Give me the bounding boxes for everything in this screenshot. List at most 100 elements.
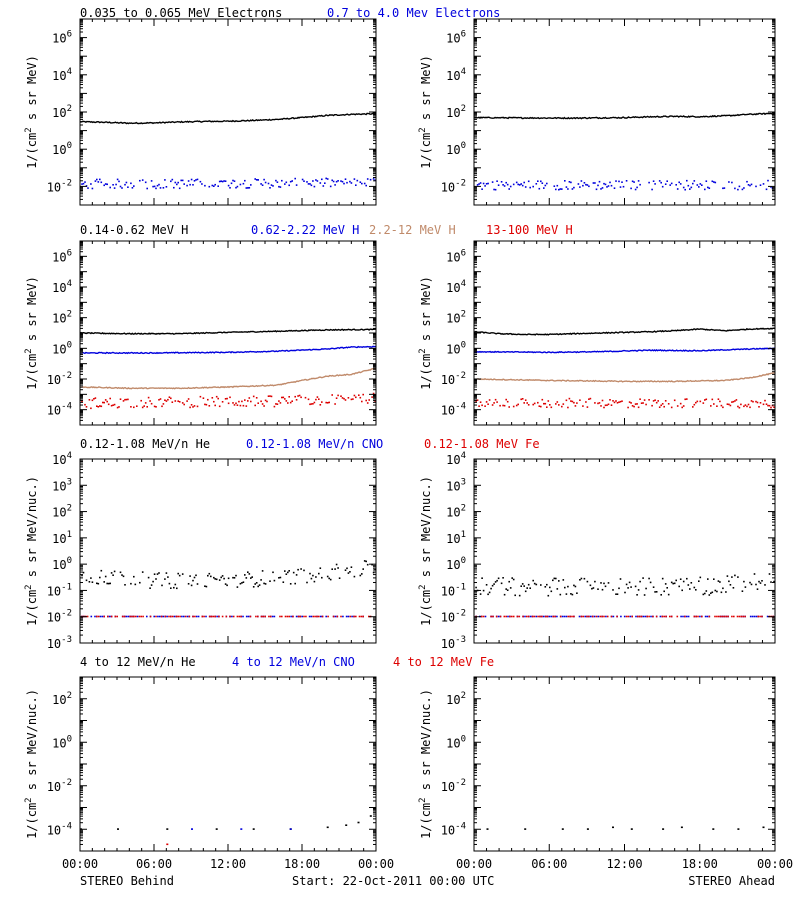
data-point [247,400,249,402]
y-tick-label: 102 [446,504,466,520]
data-point [157,615,159,618]
data-point [590,615,592,618]
data-point [511,615,513,618]
data-point [682,580,685,583]
data-point [693,180,696,182]
data-point [279,576,282,579]
data-point [81,183,83,185]
data-point [497,184,500,186]
data-point [511,577,513,579]
series-line [79,328,377,336]
data-point [612,615,615,618]
data-point [755,615,758,618]
data-point [130,582,132,585]
data-point [648,181,650,184]
data-point [263,405,265,407]
data-point [558,580,560,582]
data-point [735,399,738,401]
data-point [555,403,557,405]
data-point [576,402,578,404]
data-point [492,615,494,618]
data-point [288,615,290,618]
data-point [116,178,119,181]
data-point [229,615,231,618]
data-point [350,566,353,568]
data-point [326,178,329,180]
data-point [512,405,515,408]
data-point [349,571,351,573]
data-point [250,184,252,186]
data-point [362,568,364,570]
data-point [737,188,739,191]
data-point [766,615,769,618]
data-point [208,405,211,407]
panel-behind-row-3: 10-3 10-2 10-1 100 101 102 103 104 1/(cm2 s sr M… [24,451,377,651]
data-point [112,184,114,186]
data-point [502,404,504,407]
data-point [524,828,527,830]
data-point [149,587,151,589]
data-point [493,583,495,585]
data-point [258,584,261,586]
plot-frame [473,18,776,206]
data-point [625,583,628,586]
data-point [755,400,757,403]
data-point [214,183,216,186]
data-point [547,400,550,402]
data-point [178,574,181,577]
data-point [226,584,228,587]
data-point [491,181,494,183]
data-point [124,584,126,586]
data-point [681,406,683,409]
data-point [353,575,356,578]
data-point [723,615,726,618]
data-point [652,400,655,402]
data-point [482,182,485,185]
data-point [533,615,536,618]
data-point [673,582,676,585]
data-point [524,399,527,401]
data-point [170,587,172,589]
data-point [226,397,228,400]
data-point [361,573,363,575]
data-point [97,582,100,585]
data-point [660,594,662,596]
data-point [340,180,342,182]
data-point [679,183,682,185]
data-point [168,615,170,618]
y-tick-label: 100 [446,556,466,572]
data-point [313,185,316,188]
start-time-label: Start: 22-Oct-2011 00:00 UTC [292,874,494,888]
data-point [588,398,590,400]
data-point [520,398,522,401]
y-tick-label: 10-2 [441,609,466,625]
plot-frame [79,676,377,852]
data-point [599,615,601,618]
data-point [205,585,208,588]
y-axis-label: 1/(cm2 s sr MeV/nuc.) [24,689,39,839]
data-point [682,186,685,189]
data-point [319,567,322,569]
data-point [695,401,697,404]
data-point [109,615,111,618]
data-point [261,403,264,405]
data-point [203,615,205,618]
data-point [524,186,527,188]
data-point [633,405,635,408]
data-point [303,180,305,182]
data-point [773,580,775,583]
data-point [512,183,515,186]
data-point [567,585,569,588]
data-point [690,582,693,584]
y-tick-label: 100 [52,556,72,572]
data-point [655,401,658,404]
data-point [208,615,211,618]
data-point [567,188,569,190]
data-point [689,188,691,190]
data-point [353,615,355,618]
data-point [708,594,711,596]
data-point [676,615,679,618]
data-point [526,615,528,618]
data-point [331,179,333,182]
data-point [155,615,157,618]
